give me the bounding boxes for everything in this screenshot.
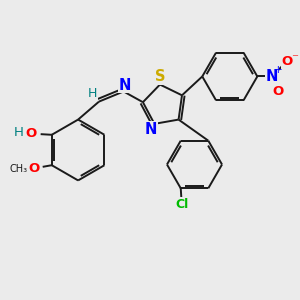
- Text: N: N: [119, 78, 131, 93]
- Text: +: +: [274, 65, 283, 75]
- Text: H: H: [88, 87, 97, 100]
- Text: ⁻: ⁻: [292, 52, 298, 65]
- Text: O: O: [26, 127, 37, 140]
- Text: Cl: Cl: [176, 198, 189, 211]
- Text: N: N: [145, 122, 157, 136]
- Text: N: N: [266, 69, 278, 84]
- Text: O: O: [272, 85, 284, 98]
- Text: H: H: [14, 126, 24, 139]
- Text: S: S: [155, 69, 165, 84]
- Text: O: O: [281, 55, 292, 68]
- Text: CH₃: CH₃: [9, 164, 28, 174]
- Text: O: O: [28, 162, 39, 175]
